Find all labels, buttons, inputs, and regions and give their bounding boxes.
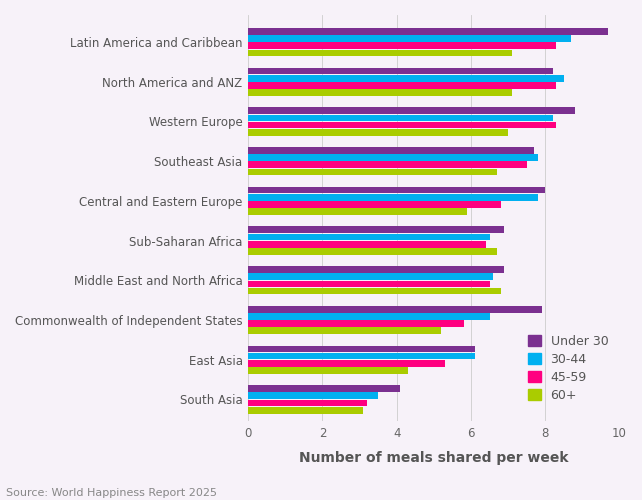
Bar [248, 367, 408, 374]
Bar [248, 129, 508, 136]
Bar [248, 280, 490, 287]
Bar [248, 234, 490, 240]
Bar [248, 186, 545, 194]
Bar [248, 288, 501, 294]
Bar [248, 35, 571, 42]
Bar [248, 42, 557, 49]
Bar [248, 400, 367, 406]
Bar [248, 360, 445, 366]
Bar [248, 320, 464, 327]
Bar [248, 407, 363, 414]
Bar [248, 392, 378, 399]
Bar [248, 208, 467, 215]
Bar [248, 168, 497, 175]
Bar [248, 147, 534, 154]
Bar [248, 353, 474, 360]
Bar [248, 194, 538, 200]
Bar [248, 385, 401, 392]
Bar [248, 28, 609, 34]
Bar [248, 108, 575, 114]
Text: Source: World Happiness Report 2025: Source: World Happiness Report 2025 [6, 488, 218, 498]
Legend: Under 30, 30-44, 45-59, 60+: Under 30, 30-44, 45-59, 60+ [523, 330, 613, 407]
Bar [248, 122, 557, 128]
Bar [248, 248, 497, 255]
Bar [248, 306, 542, 312]
Bar [248, 114, 553, 121]
Bar [248, 241, 486, 248]
Bar [248, 313, 490, 320]
Bar [248, 328, 441, 334]
Bar [248, 226, 505, 233]
Bar [248, 154, 538, 161]
Bar [248, 346, 474, 352]
Bar [248, 266, 505, 273]
Bar [248, 162, 526, 168]
X-axis label: Number of meals shared per week: Number of meals shared per week [299, 451, 569, 465]
Bar [248, 50, 512, 56]
Bar [248, 82, 557, 88]
Bar [248, 68, 553, 74]
Bar [248, 75, 564, 82]
Bar [248, 201, 501, 208]
Bar [248, 274, 493, 280]
Bar [248, 90, 512, 96]
